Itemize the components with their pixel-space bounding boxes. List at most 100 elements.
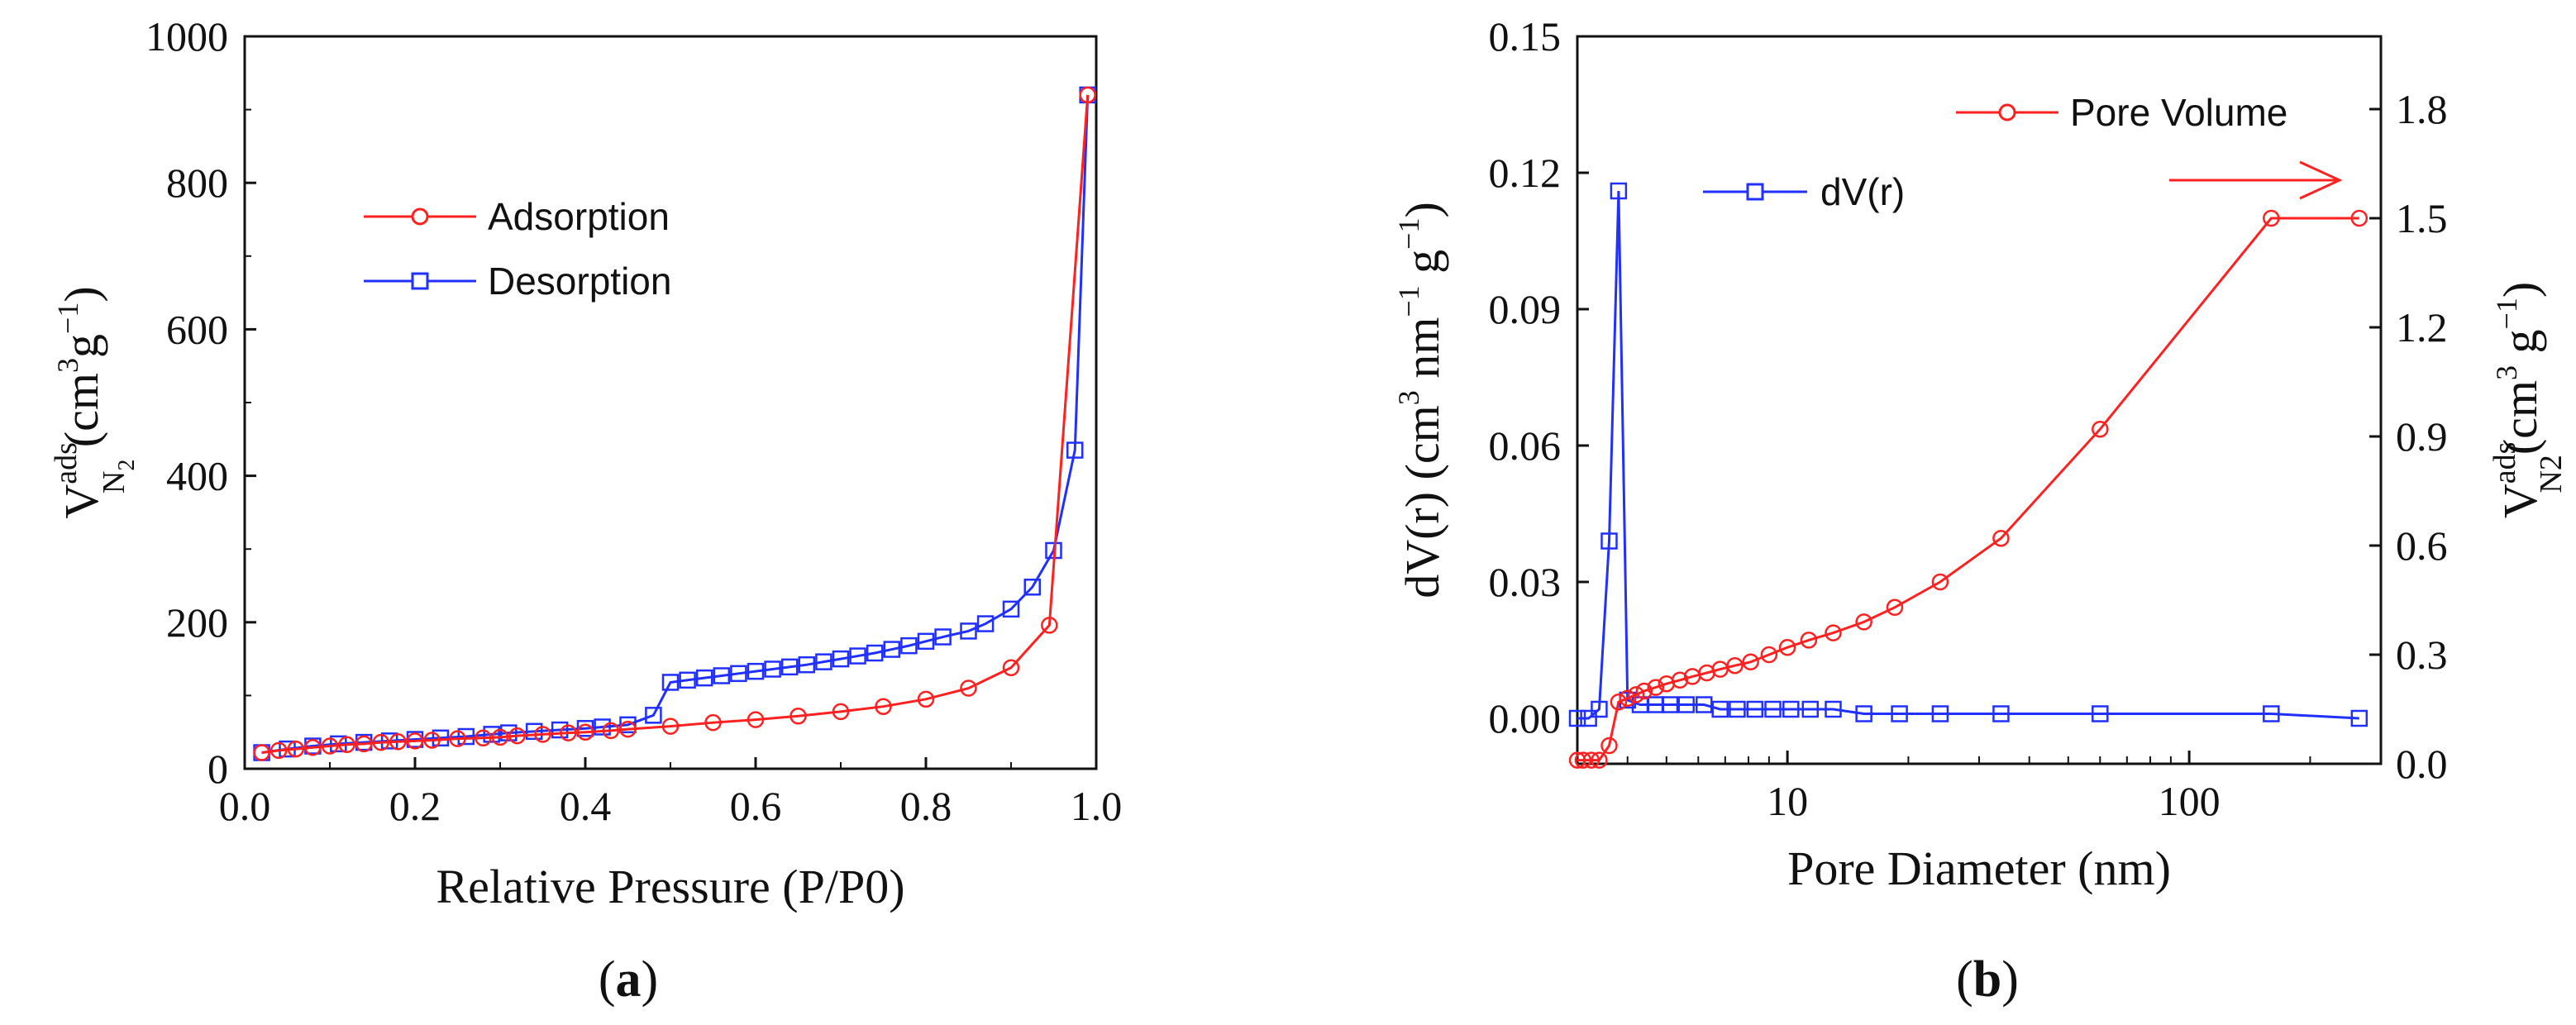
pore-volume-point xyxy=(1855,613,1872,631)
left-y-tick-label: 0.09 xyxy=(1489,286,1562,332)
panel-a-label: (a) xyxy=(599,951,658,1008)
right-y-tick-label: 0.3 xyxy=(2396,632,2448,678)
pore-volume-point xyxy=(1778,638,1796,656)
dvr-point xyxy=(1891,705,1908,722)
desorption-point xyxy=(594,718,611,736)
desorption-point xyxy=(730,665,747,683)
adsorption-point xyxy=(1041,617,1058,634)
right-y-tick-label: 0.9 xyxy=(2396,413,2448,460)
x-tick-label: 0.2 xyxy=(389,783,441,829)
desorption-point xyxy=(457,727,475,746)
adsorption-point xyxy=(304,739,322,756)
x-tick-label: 1.0 xyxy=(1071,783,1123,829)
panel-b-series xyxy=(1568,182,2368,769)
desorption-point xyxy=(832,650,850,668)
desorption-point xyxy=(1002,600,1020,618)
pore-volume-point xyxy=(1610,693,1628,711)
adsorption-point xyxy=(789,707,807,725)
adsorption-point xyxy=(534,726,551,743)
dvr-point xyxy=(1729,700,1746,718)
adsorption-point xyxy=(747,711,765,728)
adsorption-point xyxy=(560,724,577,741)
legend-pore-volume-marker xyxy=(1998,103,2016,122)
adsorption-point xyxy=(449,730,466,747)
x-tick-label: 10 xyxy=(1767,778,1808,824)
panel-a-y-ticks: 0 200 400 600 800 1000 xyxy=(145,13,256,792)
adsorption-point xyxy=(576,723,594,741)
x-tick-label: 0.8 xyxy=(900,783,952,829)
y-tick-label: 1000 xyxy=(145,13,228,60)
dvr-point xyxy=(2092,705,2109,722)
desorption-point xyxy=(934,628,952,646)
pore-volume-point xyxy=(1760,646,1778,664)
desorption-point xyxy=(619,716,637,734)
panel-b-label: (b) xyxy=(1956,951,2019,1008)
dvr-point xyxy=(1782,700,1800,718)
dvr-point xyxy=(1610,182,1628,200)
dvr-point xyxy=(1580,709,1597,727)
legend-adsorption-label: Adsorption xyxy=(488,195,670,238)
x-tick-label: 0.0 xyxy=(219,783,271,829)
right-y-tick-label: 1.5 xyxy=(2396,195,2448,241)
right-axis-arrow-icon xyxy=(2299,160,2343,200)
pore-volume-point xyxy=(1635,682,1653,700)
legend-pore-volume-label: Pore Volume xyxy=(2070,91,2287,134)
pore-volume-point xyxy=(1742,653,1759,671)
desorption-point xyxy=(900,636,918,655)
desorption-point xyxy=(525,722,543,741)
pore-volume-point xyxy=(1619,689,1636,708)
adsorption-point xyxy=(875,698,892,715)
adsorption-point xyxy=(704,713,722,732)
desorption-point xyxy=(661,674,680,691)
dvr-point xyxy=(1695,696,1713,713)
y-tick-label: 400 xyxy=(166,453,228,499)
adsorption-point xyxy=(1002,659,1020,676)
pore-volume-point xyxy=(1886,598,1904,617)
dvr-point xyxy=(1992,705,2010,722)
panel-b-right-y-ticks: 0.0 0.3 0.6 0.9 1.2 1.5 1.8 xyxy=(2369,86,2448,787)
pore-volume-point xyxy=(1582,751,1600,769)
dvr-point xyxy=(1677,696,1695,713)
desorption-point xyxy=(1023,579,1041,596)
desorption-point xyxy=(849,647,866,665)
panel-b-plot-frame xyxy=(1576,35,2383,765)
desorption-point xyxy=(866,644,884,662)
dvr-point xyxy=(1600,532,1618,550)
pore-volume-point xyxy=(1825,624,1842,641)
dvr-point xyxy=(1711,700,1729,718)
pore-volume-point xyxy=(1627,686,1645,703)
desorption-point xyxy=(747,662,765,680)
y-tick-label: 200 xyxy=(166,599,228,646)
adsorption-point xyxy=(372,733,390,751)
adsorption-point xyxy=(619,720,637,738)
dvr-point xyxy=(1591,700,1608,718)
right-y-tick-label: 0.0 xyxy=(2396,741,2448,787)
y-tick-label: 0 xyxy=(208,746,228,792)
desorption-point xyxy=(1066,441,1084,459)
adsorption-point xyxy=(602,722,620,740)
dvr-point xyxy=(1568,709,1586,727)
adsorption-point xyxy=(491,728,509,746)
pore-volume-point xyxy=(1591,751,1608,769)
x-tick-label: 0.4 xyxy=(560,783,612,829)
dvr-point xyxy=(1746,700,1764,718)
adsorption-point xyxy=(355,735,373,753)
desorption-point xyxy=(798,656,816,674)
pore-volume-point xyxy=(1726,656,1744,675)
panel-b-legend: Pore Volume dV(r) xyxy=(1703,91,2343,213)
panel-b-right-y-axis-title: Vads N2(cm3 g−1) xyxy=(2488,282,2569,518)
dvr-point xyxy=(1825,700,1842,718)
adsorption-point xyxy=(338,736,355,754)
panel-b-x-axis-title: Pore Diameter (nm) xyxy=(1787,841,2171,895)
panel-b-left-y-axis-title: dV(r) (cm3 nm−1 g−1) xyxy=(1392,202,1449,598)
adsorption-point xyxy=(917,690,935,708)
left-y-tick-label: 0.06 xyxy=(1489,422,1562,469)
panel-a-chart: 0.0 0.2 0.4 0.6 0.8 1.0 0 200 400 600 800 1000 Ads… xyxy=(49,13,1122,1008)
panel-a-series xyxy=(253,86,1096,761)
pore-volume-point xyxy=(1671,671,1689,689)
adsorption-point xyxy=(287,740,305,758)
y-tick-label: 800 xyxy=(166,160,228,206)
adsorption-point xyxy=(661,718,680,735)
pore-volume-point xyxy=(2350,209,2368,227)
